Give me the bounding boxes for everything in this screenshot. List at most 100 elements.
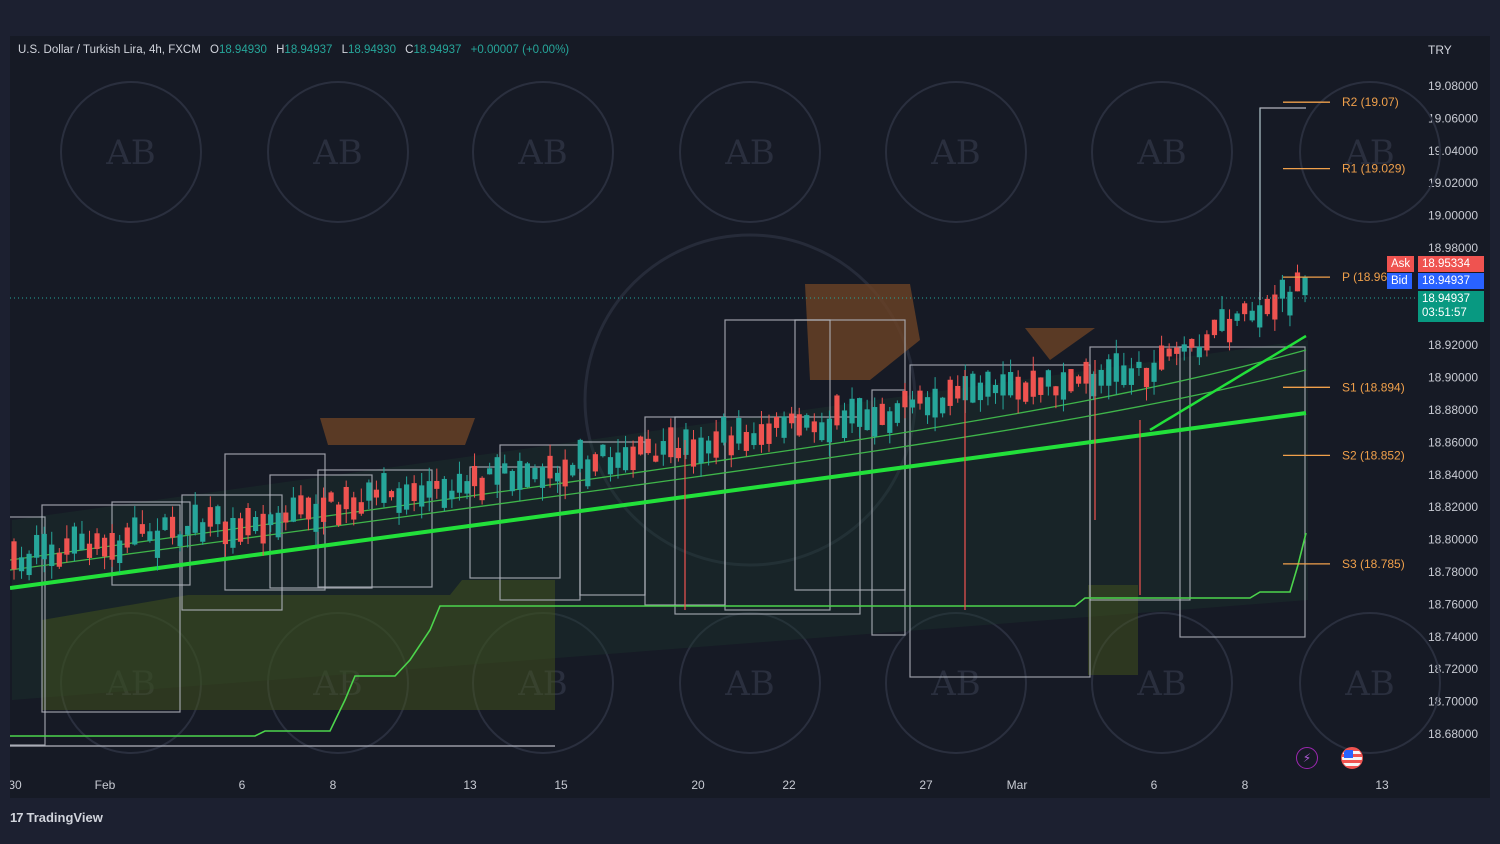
candle-body <box>305 497 312 520</box>
candle-body <box>207 507 213 527</box>
candle-body <box>1249 310 1255 321</box>
candle-body <box>441 478 447 508</box>
candle-body <box>449 490 455 500</box>
candle-body <box>728 435 734 456</box>
candle-body <box>773 416 780 428</box>
x-tick-label: 27 <box>919 778 933 792</box>
brand-name: TradingView <box>26 810 103 825</box>
currency-label[interactable]: TRY <box>1428 43 1452 57</box>
bar-countdown: 03:51:57 <box>1422 307 1467 319</box>
candle-body <box>894 403 900 423</box>
candle-body <box>358 502 364 514</box>
watermark-badge <box>679 81 821 223</box>
watermark-monogram: AB <box>724 664 775 704</box>
pivot-label: S3 (18.785) <box>1342 557 1405 571</box>
candle-body <box>396 488 402 513</box>
lightning-icon[interactable]: ⚡ <box>1296 747 1318 769</box>
candle-body <box>1242 303 1248 315</box>
candle-body <box>1000 374 1006 396</box>
watermark-monogram: AB <box>312 664 363 704</box>
candle-body <box>487 468 493 475</box>
watermark-monogram: AB <box>1344 133 1395 173</box>
y-tick-label: 18.68000 <box>1428 727 1478 741</box>
candle-body <box>290 497 296 522</box>
candle-body <box>577 439 583 469</box>
candle-body <box>268 514 274 526</box>
candle-body <box>977 382 983 401</box>
us-flag-icon[interactable] <box>1341 747 1363 769</box>
candle-body <box>1023 382 1029 402</box>
candle-body <box>789 413 795 424</box>
candle-body <box>562 459 568 487</box>
tradingview-brand[interactable]: 17 TradingView <box>10 810 103 825</box>
candle-body <box>1294 272 1301 292</box>
candle-body <box>1279 279 1285 299</box>
candle-body <box>1226 318 1233 343</box>
candle-body <box>585 459 591 487</box>
candle-body <box>419 485 425 507</box>
y-tick-label: 18.78000 <box>1428 565 1478 579</box>
candle-body <box>1302 277 1308 296</box>
candle-body <box>1098 369 1104 386</box>
candle-body <box>645 438 651 454</box>
candle-body <box>41 533 47 560</box>
candle-body <box>366 482 372 501</box>
lower-band-line <box>10 532 1307 737</box>
watermark-monogram: AB <box>312 133 363 173</box>
candle-body <box>471 465 478 487</box>
watermark-badge <box>885 81 1027 223</box>
candle-body <box>509 471 515 492</box>
candle-body <box>796 414 802 436</box>
candle-body <box>1234 313 1240 321</box>
candle-body <box>56 552 62 567</box>
candle-body <box>864 409 870 431</box>
candle-body <box>479 477 485 501</box>
watermark-badge <box>472 81 614 223</box>
candle-body <box>1053 386 1059 396</box>
x-tick-label: Feb <box>95 778 116 792</box>
watermark-monogram: AB <box>724 133 775 173</box>
last-price-box: 18.94937 03:51:57 <box>1418 291 1484 322</box>
candle-body <box>79 533 85 550</box>
ask-label: Ask <box>1387 256 1415 272</box>
candle-body <box>200 522 206 542</box>
candle-body <box>970 373 976 403</box>
watermark-monogram: AB <box>1344 664 1395 704</box>
price-chart[interactable]: 19.08000 19.06000 19.04000 19.02000 19.00000… <box>10 36 1490 798</box>
candle-body <box>992 384 999 394</box>
watermark-badge <box>472 612 614 754</box>
candle-body <box>434 480 440 489</box>
candle-body <box>1136 361 1142 369</box>
candle-body <box>743 431 749 451</box>
y-tick-label: 18.86000 <box>1428 435 1478 449</box>
watermark-badge <box>267 81 409 223</box>
y-tick-label: 18.70000 <box>1428 695 1478 709</box>
candle-body <box>162 517 168 530</box>
y-tick-label: 19.08000 <box>1428 79 1478 93</box>
candle-body <box>638 436 644 455</box>
watermark-monogram: AB <box>105 664 156 704</box>
candle-body <box>11 541 17 570</box>
candle-body <box>947 379 953 406</box>
x-tick-label: Mar <box>1007 778 1028 792</box>
chart-pane[interactable]: 19.08000 19.06000 19.04000 19.02000 19.00000… <box>10 36 1490 798</box>
range-box <box>10 516 46 746</box>
candle-body <box>1264 298 1270 315</box>
candle-body <box>456 473 463 493</box>
candle-body <box>124 527 130 548</box>
x-tick-label: 20 <box>691 778 705 792</box>
candle-body <box>683 429 689 455</box>
x-tick-label: 13 <box>1375 778 1389 792</box>
y-tick-label: 19.00000 <box>1428 209 1478 223</box>
resistance-zone-shade <box>1025 328 1095 360</box>
open-value: 18.94930 <box>218 44 267 56</box>
range-box <box>269 474 373 589</box>
candle-body <box>154 530 161 558</box>
candle-body <box>1121 365 1127 386</box>
candle-body <box>940 397 946 414</box>
y-tick-label: 18.84000 <box>1428 468 1478 482</box>
watermark-monogram: AB <box>1136 133 1187 173</box>
candle-body <box>1143 367 1150 388</box>
y-tick-label: 18.90000 <box>1428 371 1478 385</box>
watermark-badge <box>1091 81 1233 223</box>
